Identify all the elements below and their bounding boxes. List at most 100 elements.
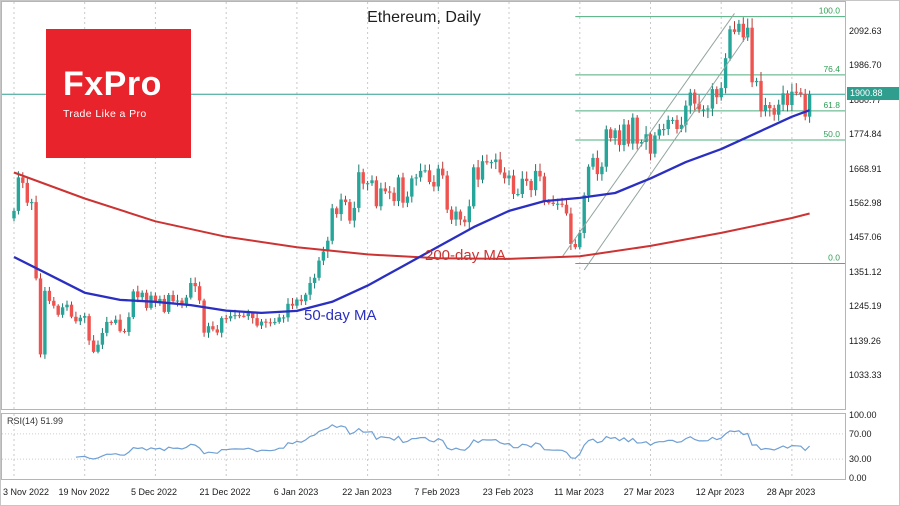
candle-body: [277, 317, 281, 322]
candle-body: [684, 105, 688, 125]
candle-body: [675, 119, 679, 129]
candle-body: [392, 192, 396, 202]
candle-body: [69, 304, 74, 317]
date-axis-label: 5 Dec 2022: [130, 487, 178, 497]
candle-body: [339, 199, 343, 215]
candle-body: [383, 188, 387, 192]
candle-body: [485, 161, 489, 163]
rsi-axis-label: 0.00: [849, 473, 867, 483]
candle-body: [723, 58, 728, 89]
candle-body: [670, 119, 675, 121]
candle-body: [224, 318, 228, 320]
candle-body: [609, 129, 613, 139]
candle-body: [140, 292, 144, 298]
price-axis: 2092.63 1986.70 1880.77 1774.84 1668.91 1562.…: [849, 1, 899, 410]
candle-body: [710, 89, 715, 109]
candle-body: [237, 315, 242, 317]
rsi-indicator-label: RSI(14) 51.99: [7, 416, 64, 426]
candle-body: [264, 321, 268, 323]
candle-body: [799, 92, 803, 95]
candle-body: [12, 210, 16, 219]
candle-body: [259, 321, 264, 326]
rsi-axis-label: 70.00: [849, 429, 872, 439]
candle-body: [370, 180, 374, 184]
fxpro-logo: FxPro Trade Like a Pro: [46, 29, 191, 158]
candle-body: [74, 316, 78, 322]
date-axis-label: 12 Apr 2023: [695, 487, 745, 497]
candle-body: [622, 124, 626, 145]
date-axis-label: 27 Mar 2023: [623, 487, 675, 497]
fib-level-label: 0.0: [828, 253, 840, 263]
candle-body: [635, 117, 639, 144]
candle-body: [414, 177, 418, 179]
candle-body: [427, 170, 432, 182]
trend-channel-line: [583, 34, 749, 271]
candle-body: [56, 305, 60, 315]
candle-body: [131, 291, 135, 318]
candle-body: [162, 298, 166, 312]
candle-body: [662, 129, 666, 131]
candle-body: [547, 201, 551, 203]
candle-body: [569, 213, 573, 244]
candle-body: [591, 157, 595, 167]
candle-body: [295, 299, 299, 306]
candle-body: [502, 172, 507, 179]
candle-body: [215, 329, 219, 333]
date-axis: 3 Nov 2022 19 Nov 2022 5 Dec 2022 21 Dec 20…: [1, 487, 846, 501]
candle-body: [251, 313, 255, 319]
candle-body: [153, 295, 158, 303]
fib-level-label: 100.0: [819, 6, 841, 16]
candle-body: [458, 211, 463, 220]
candle-body: [551, 202, 555, 204]
candle-body: [96, 344, 100, 352]
candle-body: [193, 283, 197, 287]
candle-body: [701, 109, 706, 111]
candle-body: [600, 166, 604, 175]
candle-body: [423, 170, 427, 172]
candle-body: [211, 326, 215, 330]
candle-body: [763, 105, 768, 112]
date-axis-label: 3 Nov 2022: [3, 487, 50, 497]
candle-body: [321, 251, 326, 261]
ma200-line: [13, 171, 810, 260]
candle-body: [357, 172, 361, 208]
price-axis-label: 1986.70: [849, 60, 882, 70]
candle-body: [290, 303, 295, 306]
candle-body: [202, 300, 206, 333]
candle-body: [379, 188, 383, 207]
candle-body: [43, 290, 47, 355]
candle-body: [388, 191, 392, 193]
candle-body: [21, 177, 25, 183]
candle-body: [715, 89, 719, 98]
candle-body: [556, 203, 560, 205]
candle-body: [520, 178, 524, 194]
price-axis-label: 1351.12: [849, 267, 882, 277]
candle-body: [432, 182, 436, 187]
candle-body: [719, 88, 723, 98]
date-axis-label: 22 Jan 2023: [342, 487, 392, 497]
price-axis-label: 1880.77: [849, 95, 882, 105]
candle-body: [308, 283, 312, 295]
candle-body: [467, 206, 471, 223]
candle-body: [794, 91, 798, 93]
candle-body: [410, 178, 414, 197]
candle-body: [639, 142, 644, 144]
candle-body: [136, 291, 140, 298]
candle-body: [777, 104, 781, 115]
candle-body: [578, 232, 582, 248]
current-price-badge: 1900.88: [847, 87, 899, 100]
candle-body: [47, 290, 52, 301]
candle-body: [317, 260, 321, 278]
candle-body: [489, 162, 494, 164]
candle-body: [688, 92, 692, 106]
candle-body: [525, 178, 529, 181]
candle-body: [679, 124, 684, 129]
candle-body: [38, 278, 43, 355]
candle-body: [441, 168, 445, 176]
candle-body: [604, 129, 608, 167]
candle-body: [330, 208, 334, 241]
candle-body: [87, 316, 91, 341]
candle-body: [52, 300, 56, 306]
candle-body: [365, 183, 370, 185]
fib-level-label: 76.4: [823, 64, 840, 74]
